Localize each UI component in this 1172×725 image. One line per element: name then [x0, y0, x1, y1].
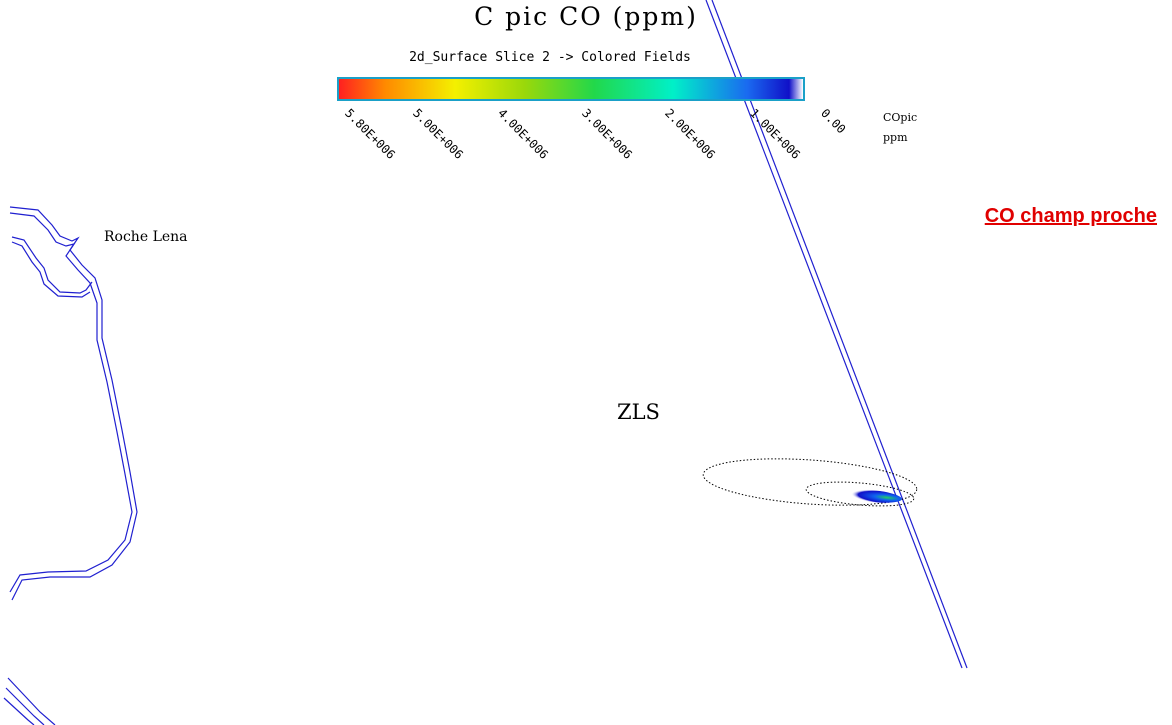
coastline — [3, 206, 138, 725]
map-title: C pic CO (ppm) — [474, 2, 698, 31]
zone-caption: CO champ proche — [984, 205, 1157, 227]
co-plume — [842, 489, 902, 503]
colorbar-unit: ppm — [883, 131, 908, 144]
colorbar-subtitle: 2d_Surface Slice 2 -> Colored Fields — [409, 50, 691, 65]
boundary-line — [705, 0, 968, 669]
place-label-zone: ZLS — [617, 400, 660, 424]
colorbar — [337, 77, 805, 101]
colorbar-variable: COpic — [883, 111, 918, 124]
place-label-rock: Roche Lena — [104, 229, 188, 245]
